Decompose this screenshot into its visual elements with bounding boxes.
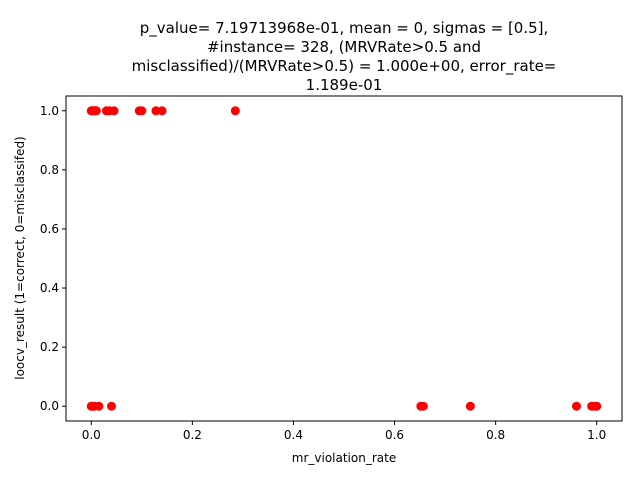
x-tick-label: 1.0: [587, 428, 606, 442]
data-point: [109, 106, 119, 116]
data-point: [106, 401, 116, 411]
y-tick-label: 0.2: [40, 340, 59, 354]
x-tick-label: 0.6: [385, 428, 404, 442]
data-point: [157, 106, 167, 116]
data-points: [86, 106, 602, 411]
data-point: [572, 401, 582, 411]
x-tick-label: 0.4: [284, 428, 303, 442]
data-point: [137, 106, 147, 116]
y-tick-label: 0.8: [40, 163, 59, 177]
data-point: [418, 401, 428, 411]
data-point: [91, 106, 101, 116]
y-tick-label: 1.0: [40, 104, 59, 118]
chart-title: p_value= 7.19713968e-01, mean = 0, sigma…: [132, 19, 557, 94]
y-axis-label: loocv_result (1=correct, 0=misclassifed): [13, 136, 27, 380]
y-tick-label: 0.6: [40, 222, 59, 236]
y-axis-ticks: 0.0 0.2 0.4 0.6 0.8 1.0: [40, 104, 66, 413]
x-axis-label: mr_violation_rate: [292, 451, 396, 465]
plot-frame: [65, 95, 623, 422]
chart-title-line: 1.189e-01: [306, 76, 383, 94]
data-point: [230, 106, 240, 116]
chart-title-line: #instance= 328, (MRVRate>0.5 and: [207, 38, 481, 56]
chart-title-line: misclassified)/(MRVRate>0.5) = 1.000e+00…: [132, 57, 557, 76]
x-tick-label: 0.0: [82, 428, 101, 442]
y-tick-label: 0.0: [40, 399, 59, 413]
x-tick-label: 0.2: [183, 428, 202, 442]
data-point: [592, 401, 602, 411]
data-point: [465, 401, 475, 411]
x-tick-label: 0.8: [486, 428, 505, 442]
data-point: [94, 401, 104, 411]
y-tick-label: 0.4: [40, 281, 59, 295]
x-axis-ticks: 0.0 0.2 0.4 0.6 0.8 1.0: [82, 421, 606, 442]
chart-title-line: p_value= 7.19713968e-01, mean = 0, sigma…: [140, 19, 549, 38]
